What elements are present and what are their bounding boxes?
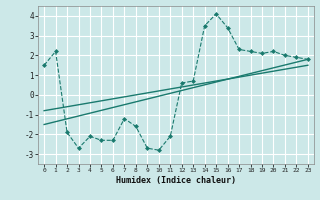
X-axis label: Humidex (Indice chaleur): Humidex (Indice chaleur) [116, 176, 236, 185]
